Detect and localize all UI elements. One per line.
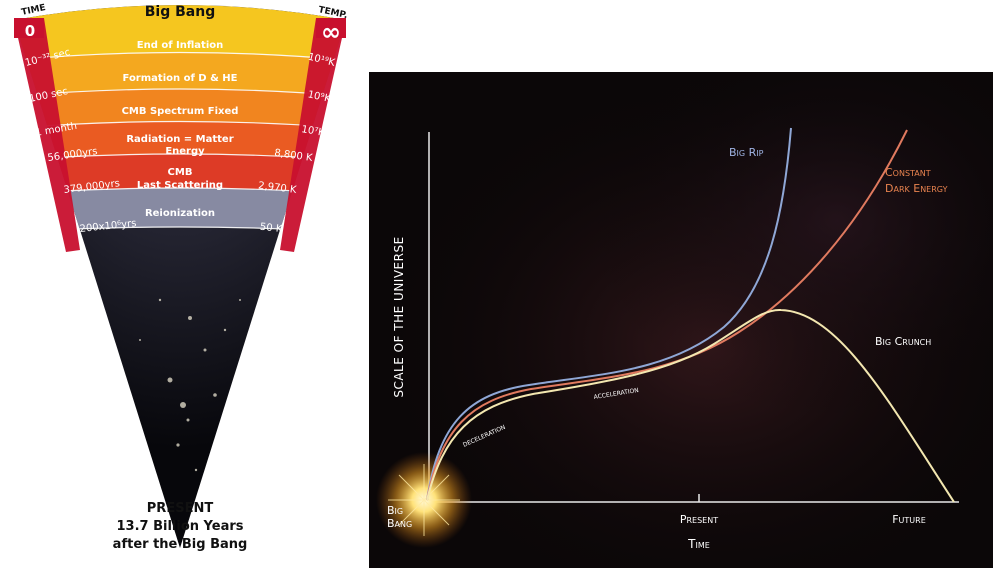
big-crunch-label: Big Crunch [875,335,931,348]
era-2-temp: 10⁹K [307,89,333,105]
era-6-temp: 50 K [259,222,283,235]
present-caption: PRESENT 13.7 Billion Years after the Big… [113,501,248,552]
era-4-temp: 8,800 K [274,148,314,164]
era-5-label: CMB [168,167,193,178]
big-bang-label-2: Bang [387,517,412,530]
era-3-label: CMB Spectrum Fixed [122,106,239,117]
era-4-label: Radiation = Matter [126,134,233,145]
temp-infinity: ∞ [321,18,341,46]
present-after: after the Big Bang [113,537,248,552]
era-2-label: Formation of D & HE [123,73,238,84]
era-6-label: Reionization [145,208,215,219]
cosmic-history-diagram: Big Bang TIME TEMP. 0 ∞ End of Inflation… [14,3,348,552]
constant-dark-energy-curve [426,129,908,501]
universe-fate-diagram: Big Rip Constant Dark Energy Big Crunch … [369,72,993,568]
present-age: 13.7 Billion Years [116,519,243,534]
era-1-label: End of Inflation [137,40,224,51]
era-4-label-2: Energy [165,146,205,157]
time-zero: 0 [25,22,35,40]
era-5-label-2: Last Scattering [137,180,223,191]
galaxy-field [139,298,241,472]
big-rip-label: Big Rip [729,146,764,159]
era-3-temp: 10⁷K [301,124,326,139]
constant-dark-energy-label-2: Dark Energy [885,182,948,195]
era-labels: End of Inflation Formation of D & HE CMB… [122,40,239,219]
big-bang-label-1: Big [387,504,403,517]
present-label: Present [680,513,718,526]
era-5-temp: 2,970 K [258,180,298,196]
time-rail [14,18,80,252]
y-axis-title: SCALE OF THE UNIVERSE [392,236,406,397]
future-label: Future [892,513,926,526]
temp-rail [280,18,346,252]
diagram-title: Big Bang [145,4,215,20]
constant-dark-energy-label-1: Constant [885,166,931,179]
big-crunch-curve [426,308,955,503]
x-axis-title: Time [687,537,710,551]
present-label: PRESENT [147,501,214,516]
big-rip-curve [426,127,792,501]
